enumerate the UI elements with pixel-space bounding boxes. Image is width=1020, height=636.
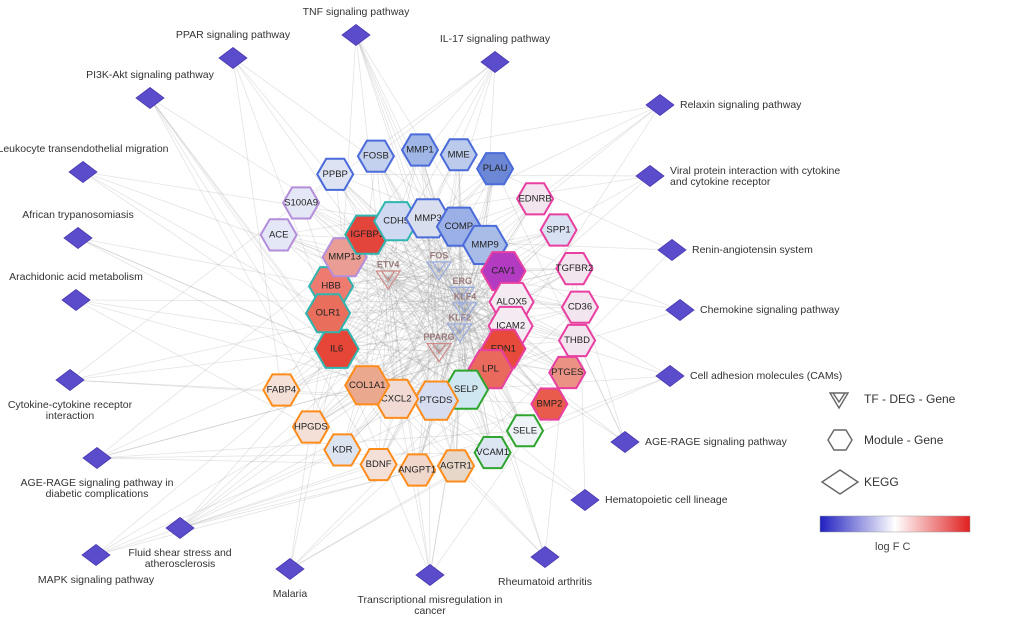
legend-scale-label: log F C (875, 541, 911, 553)
tf-label: PPARG (423, 332, 454, 342)
legend-module-label: Module - Gene (864, 433, 944, 447)
kegg-diamond (636, 166, 664, 187)
gene-label: PPBP (323, 169, 348, 180)
legend: TF - DEG - Gene Module - Gene KEGG log F… (820, 392, 970, 553)
kegg-diamond (62, 290, 90, 311)
tf-label: FOS (430, 251, 449, 261)
kegg-label: TNF signaling pathway (303, 6, 411, 18)
gene-label: LPL (482, 364, 499, 375)
tf-label: KLF4 (454, 291, 477, 301)
kegg-label: Hematopoietic cell lineage (605, 494, 728, 506)
gene-label: CXCL2 (381, 393, 412, 404)
gene-label: BMP2 (537, 399, 563, 410)
kegg-diamond (658, 240, 686, 261)
kegg-label: atherosclerosis (145, 558, 216, 570)
kegg-label: IL-17 signaling pathway (440, 33, 551, 45)
gene-label: ACE (269, 229, 289, 240)
legend-kegg: KEGG (822, 470, 899, 494)
gene-label: S100A9 (284, 197, 318, 208)
legend-scale: log F C (820, 516, 970, 553)
kegg-label: cancer (414, 605, 446, 617)
gene-label: AGTR1 (440, 460, 472, 471)
kegg-label: Chemokine signaling pathway (700, 304, 840, 316)
gene-label: OLR1 (316, 308, 341, 319)
gene-label: ANGPT1 (398, 464, 436, 475)
gene-label: MMP1 (406, 145, 433, 156)
kegg-diamond (82, 545, 110, 566)
gene-label: SELE (513, 425, 537, 436)
gene-label: MMP9 (471, 239, 498, 250)
gene-label: MME (448, 149, 470, 160)
gene-label: VCAM1 (476, 447, 509, 458)
gene-label: KDR (332, 444, 352, 455)
kegg-diamond (342, 25, 370, 46)
kegg-label: Malaria (273, 588, 308, 600)
kegg-label: Leukocyte transendothelial migration (0, 143, 169, 155)
gene-label: FOSB (363, 151, 389, 162)
color-scale-bar (820, 516, 970, 532)
gene-label: CD36 (568, 302, 592, 313)
kegg-label: PPAR signaling pathway (176, 29, 291, 41)
legend-tf: TF - DEG - Gene (830, 392, 956, 408)
kegg-label: PI3K-Akt signaling pathway (86, 69, 215, 81)
kegg-diamond (136, 88, 164, 109)
diamond-icon (822, 470, 858, 494)
gene-label: COL1A1 (349, 380, 385, 391)
gene-label: EDNRB (518, 193, 551, 204)
gene-label: CDH5 (383, 216, 409, 227)
gene-label: HBB (321, 281, 341, 292)
kegg-label: interaction (46, 410, 95, 422)
tf-label: ERG (453, 276, 473, 286)
kegg-label: African trypanosomiasis (22, 209, 133, 221)
kegg-label: Relaxin signaling pathway (680, 99, 802, 111)
gene-label: CAV1 (491, 266, 515, 277)
hexagon-icon (828, 430, 852, 450)
kegg-diamond (571, 490, 599, 511)
kegg-diamond (531, 547, 559, 568)
gene-label: IL6 (330, 343, 343, 354)
kegg-label: AGE-RAGE signaling pathway (645, 436, 788, 448)
kegg-diamond (64, 228, 92, 249)
kegg-label: Rheumatoid arthritis (498, 576, 592, 588)
kegg-label: Cell adhesion molecules (CAMs) (690, 370, 842, 382)
kegg-diamond (69, 162, 97, 183)
tf-label: ETV4 (377, 260, 400, 270)
kegg-label: Renin-angiotensin system (692, 244, 813, 256)
gene-label: HPGDS (294, 422, 328, 433)
gene-label: SELP (454, 384, 478, 395)
legend-kegg-label: KEGG (864, 475, 899, 489)
kegg-label: and cytokine receptor (670, 176, 771, 188)
kegg-label: MAPK signaling pathway (38, 574, 155, 586)
kegg-diamond (666, 300, 694, 321)
gene-label: THBD (564, 335, 590, 346)
legend-tf-label: TF - DEG - Gene (864, 392, 956, 406)
kegg-label: Arachidonic acid metabolism (9, 271, 143, 283)
kegg-diamond (276, 559, 304, 580)
gene-label: BDNF (366, 459, 392, 470)
arrowhead-icon (830, 393, 848, 408)
kegg-diamond (416, 565, 444, 586)
kegg-diamond (656, 366, 684, 387)
gene-label: COMP (445, 221, 474, 232)
gene-label: PTGDS (420, 395, 453, 406)
gene-label: PTGES (551, 367, 583, 378)
kegg-diamond (83, 448, 111, 469)
network-diagram: TNF signaling pathway PPAR signaling path… (0, 0, 1020, 636)
kegg-label: diabetic complications (46, 488, 149, 500)
legend-module: Module - Gene (828, 430, 944, 450)
gene-label: TGFBR2 (556, 263, 593, 274)
gene-label: PLAU (483, 163, 508, 174)
gene-label: FABP4 (267, 385, 297, 396)
gene-label: MMP3 (414, 213, 441, 224)
gene-label: SPP1 (546, 225, 570, 236)
gene-label: ALOX5 (496, 296, 527, 307)
